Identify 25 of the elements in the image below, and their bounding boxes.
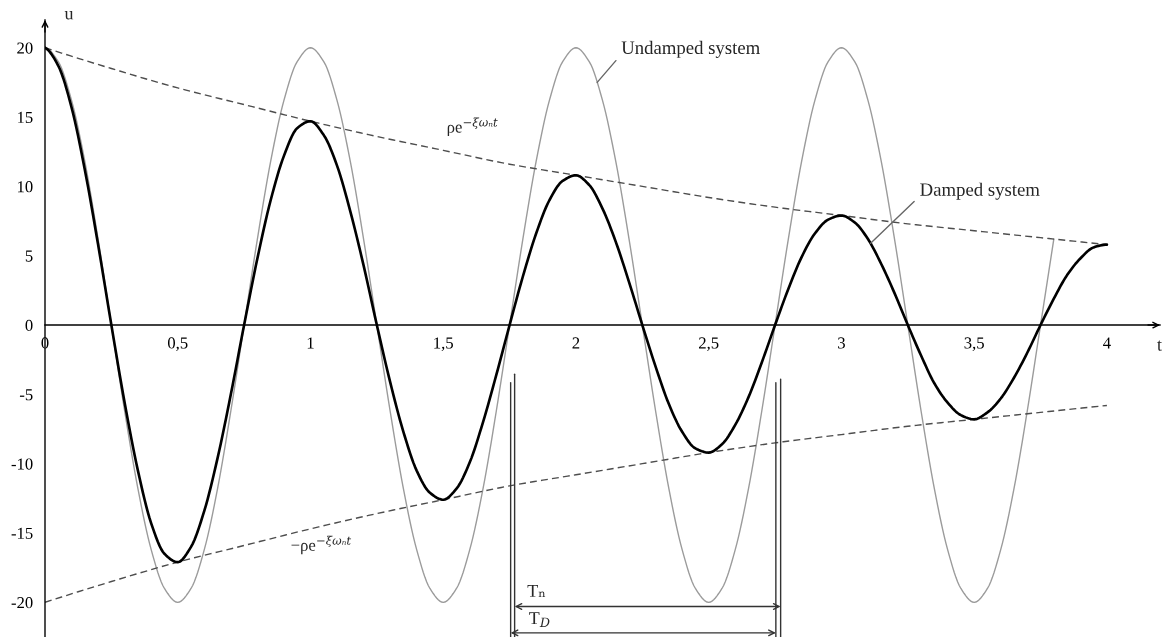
annotation: Undamped system bbox=[621, 40, 760, 58]
x-tick-label: 2,5 bbox=[699, 337, 719, 351]
x-tick-label: 4 bbox=[1103, 337, 1111, 349]
y-tick-label: 20 bbox=[17, 42, 33, 54]
x-tick-label: 3,5 bbox=[964, 337, 984, 351]
x-tick-label: 2 bbox=[572, 337, 580, 349]
annotation: T$_{D}$ bbox=[529, 612, 550, 627]
y-axis-title: u bbox=[64, 11, 74, 20]
x-axis-title: t bbox=[1157, 340, 1162, 351]
x-tick-label: 1 bbox=[307, 337, 314, 349]
y-tick-label: 0 bbox=[25, 319, 33, 331]
y-tick-label: 10 bbox=[17, 181, 33, 193]
y-tick-label: 15 bbox=[17, 111, 33, 123]
y-tick-label: -5 bbox=[19, 389, 33, 401]
x-tick-label: 3 bbox=[838, 337, 845, 349]
y-tick-label: 5 bbox=[25, 250, 33, 262]
annotation: ρe$^{−ξωₙt}$ bbox=[447, 117, 498, 137]
annotation: Damped system bbox=[920, 182, 1040, 200]
x-tick-label: 0,5 bbox=[167, 337, 188, 351]
annotation: −ρe$^{−ξωₙt}$ bbox=[291, 535, 352, 555]
y-tick-label: -15 bbox=[11, 527, 33, 539]
y-tick-label: -20 bbox=[11, 597, 33, 609]
y-tick-label: -10 bbox=[11, 458, 33, 470]
x-tick-label: 1,5 bbox=[434, 337, 453, 351]
annotation: Tₙ bbox=[527, 585, 546, 597]
